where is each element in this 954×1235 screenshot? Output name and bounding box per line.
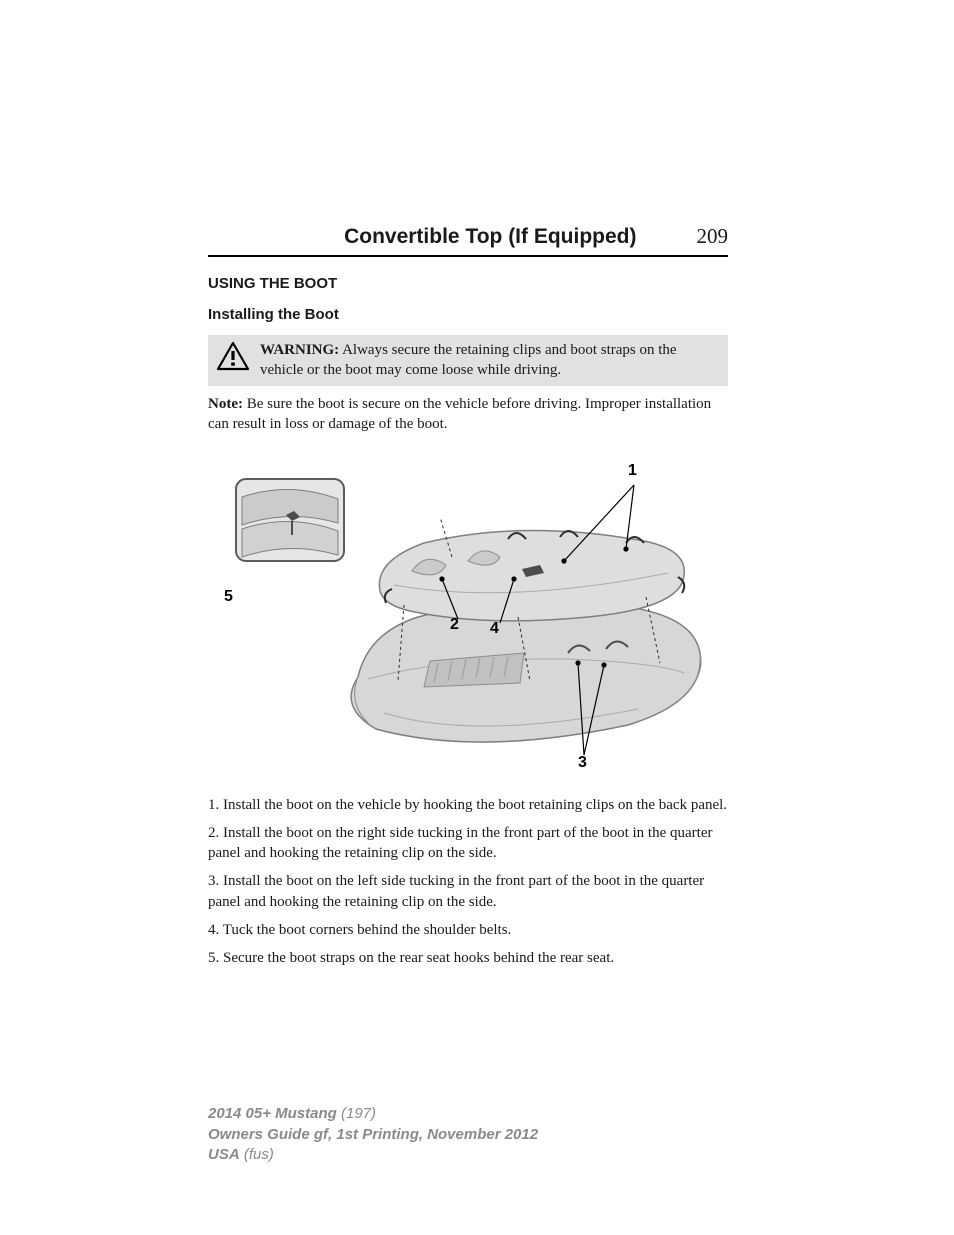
- inset-detail: [236, 479, 344, 561]
- footer: 2014 05+ Mustang (197) Owners Guide gf, …: [208, 1104, 728, 1165]
- svg-text:5: 5: [224, 588, 233, 605]
- steps-list: 1. Install the boot on the vehicle by ho…: [208, 795, 728, 969]
- footer-line-1: 2014 05+ Mustang (197): [208, 1104, 728, 1124]
- step: 4. Tuck the boot corners behind the shou…: [208, 920, 728, 940]
- svg-text:3: 3: [578, 754, 587, 771]
- footer-model-code: (197): [337, 1105, 376, 1122]
- warning-box: WARNING: Always secure the retaining cli…: [208, 335, 728, 386]
- page-number: 209: [697, 224, 729, 249]
- step: 5. Secure the boot straps on the rear se…: [208, 948, 728, 968]
- note: Note: Be sure the boot is secure on the …: [208, 394, 728, 435]
- vehicle-body: [351, 601, 701, 741]
- note-lead: Note:: [208, 396, 243, 412]
- footer-model: 2014 05+ Mustang: [208, 1105, 337, 1122]
- footer-guide: Owners Guide gf, 1st Printing, November …: [208, 1126, 538, 1143]
- warning-lead: WARNING:: [260, 342, 339, 358]
- footer-line-2: Owners Guide gf, 1st Printing, November …: [208, 1125, 728, 1145]
- svg-text:4: 4: [490, 620, 499, 637]
- boot-install-figure: 1 2 3 4 5: [208, 457, 708, 777]
- footer-region-code: (fus): [240, 1146, 274, 1163]
- footer-line-3: USA (fus): [208, 1145, 728, 1165]
- step: 3. Install the boot on the left side tuc…: [208, 871, 728, 912]
- chapter-title: Convertible Top (If Equipped): [344, 225, 636, 249]
- page-header: Convertible Top (If Equipped) 209: [208, 224, 728, 257]
- svg-text:2: 2: [450, 616, 459, 633]
- warning-text: WARNING: Always secure the retaining cli…: [260, 341, 720, 380]
- boot-cover: [379, 530, 684, 620]
- content-area: Convertible Top (If Equipped) 209 USING …: [208, 224, 728, 976]
- page: Convertible Top (If Equipped) 209 USING …: [0, 0, 954, 1235]
- footer-region: USA: [208, 1146, 240, 1163]
- svg-text:1: 1: [628, 462, 637, 479]
- warning-icon: [216, 341, 250, 376]
- step: 2. Install the boot on the right side tu…: [208, 823, 728, 864]
- subsection-heading: Installing the Boot: [208, 306, 728, 323]
- note-body: Be sure the boot is secure on the vehicl…: [208, 396, 711, 432]
- section-heading: USING THE BOOT: [208, 275, 728, 292]
- step: 1. Install the boot on the vehicle by ho…: [208, 795, 728, 815]
